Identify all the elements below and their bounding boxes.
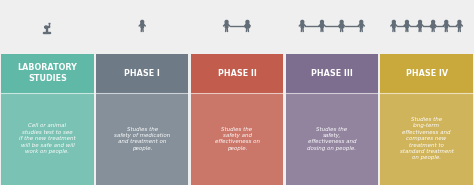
Circle shape xyxy=(225,20,228,23)
Polygon shape xyxy=(419,23,421,28)
Polygon shape xyxy=(431,23,436,28)
Polygon shape xyxy=(360,23,363,28)
Bar xyxy=(191,92,283,185)
Text: Studies the
safety,
effectiveness and
dosing on people.: Studies the safety, effectiveness and do… xyxy=(307,127,356,151)
Circle shape xyxy=(301,20,304,23)
Bar xyxy=(1,92,94,185)
Circle shape xyxy=(45,26,47,28)
Bar xyxy=(285,54,378,92)
Text: Studies the
safety and
effectiveness on
people.: Studies the safety and effectiveness on … xyxy=(215,127,259,151)
Circle shape xyxy=(392,20,395,23)
Polygon shape xyxy=(141,23,144,28)
Text: PHASE IV: PHASE IV xyxy=(406,69,447,78)
Bar xyxy=(380,92,473,185)
Polygon shape xyxy=(245,23,250,28)
Text: PHASE III: PHASE III xyxy=(311,69,353,78)
Polygon shape xyxy=(406,23,408,28)
Circle shape xyxy=(432,20,435,23)
Circle shape xyxy=(246,20,249,23)
Bar xyxy=(285,92,378,185)
Polygon shape xyxy=(339,23,344,28)
Bar xyxy=(96,92,189,185)
Bar xyxy=(191,54,283,92)
Text: PHASE II: PHASE II xyxy=(218,69,256,78)
Bar xyxy=(380,54,473,92)
Circle shape xyxy=(458,20,461,23)
Bar xyxy=(96,54,189,92)
Polygon shape xyxy=(445,23,447,28)
Text: Cell or animal
studies test to see
if the new treatment
will be safe and will
wo: Cell or animal studies test to see if th… xyxy=(19,123,76,154)
Circle shape xyxy=(141,20,144,23)
Circle shape xyxy=(405,20,409,23)
Polygon shape xyxy=(458,23,461,28)
Bar xyxy=(44,32,50,33)
Polygon shape xyxy=(320,23,323,28)
Polygon shape xyxy=(301,23,304,28)
Text: Studies the
long-term
effectiveness and
compares new
treatment to
standard treat: Studies the long-term effectiveness and … xyxy=(400,117,454,160)
Text: PHASE I: PHASE I xyxy=(124,69,160,78)
Circle shape xyxy=(419,20,421,23)
Circle shape xyxy=(445,20,448,23)
Text: LABORATORY
STUDIES: LABORATORY STUDIES xyxy=(18,63,77,83)
Circle shape xyxy=(340,20,343,23)
Bar xyxy=(46,26,47,32)
Bar xyxy=(1,54,94,92)
Polygon shape xyxy=(392,23,395,28)
Circle shape xyxy=(360,20,363,23)
Polygon shape xyxy=(225,23,228,28)
Bar xyxy=(46,26,49,27)
Circle shape xyxy=(320,20,323,23)
Text: Studies the
safety of medication
and treatment on
people.: Studies the safety of medication and tre… xyxy=(114,127,170,151)
